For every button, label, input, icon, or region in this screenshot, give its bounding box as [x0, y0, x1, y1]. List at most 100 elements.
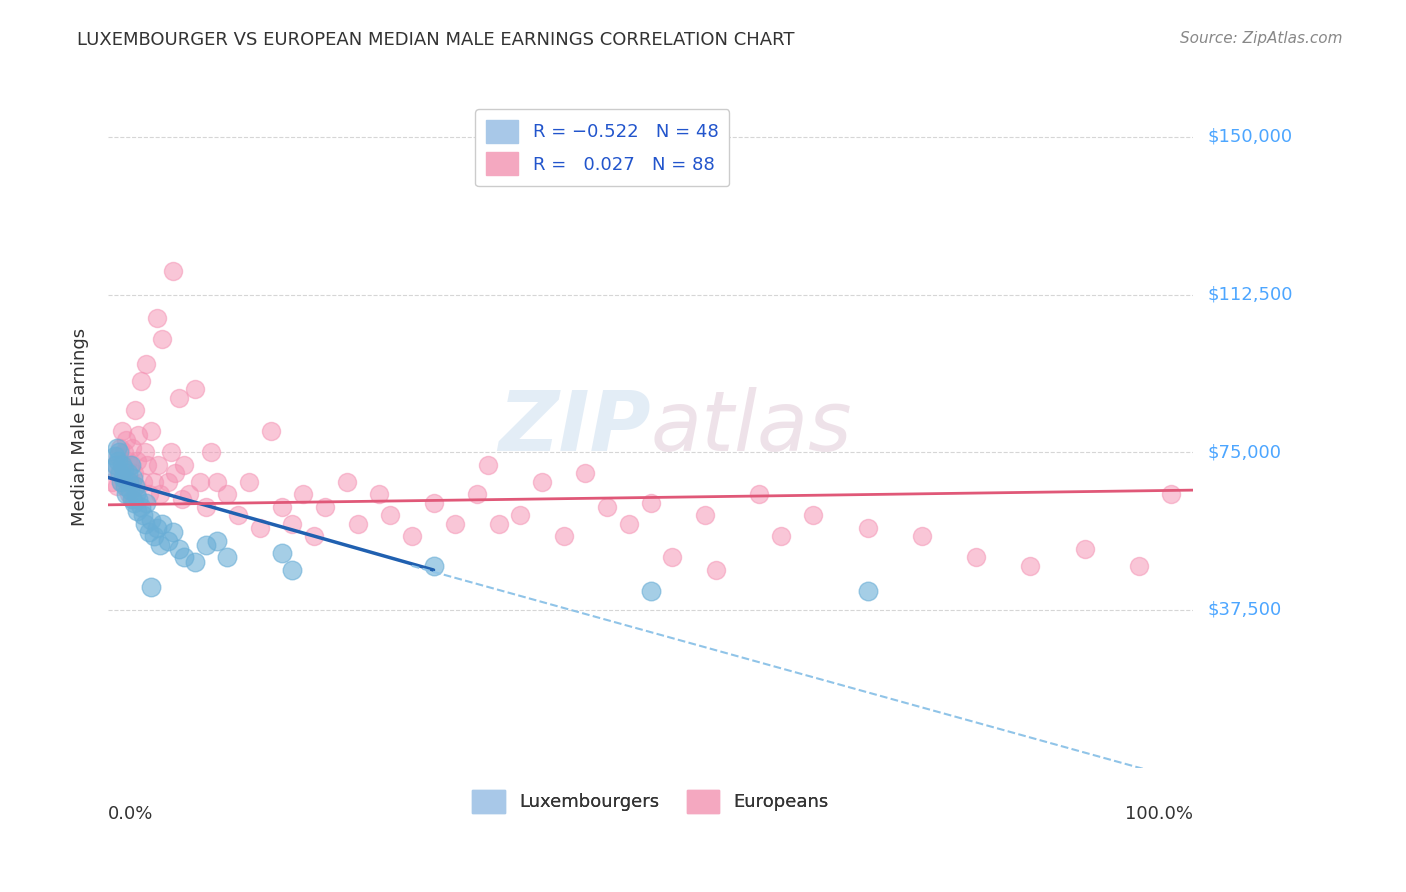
Point — [121, 441, 143, 455]
Text: Source: ZipAtlas.com: Source: ZipAtlas.com — [1180, 31, 1343, 46]
Point — [170, 491, 193, 506]
Y-axis label: Median Male Earnings: Median Male Earnings — [72, 328, 89, 526]
Point — [127, 504, 149, 518]
Point — [911, 529, 934, 543]
Point — [120, 458, 142, 472]
Point — [141, 424, 163, 438]
Point — [217, 550, 239, 565]
Point — [574, 467, 596, 481]
Point — [112, 458, 135, 472]
Point — [118, 483, 141, 497]
Point — [118, 458, 141, 472]
Point — [129, 500, 152, 514]
Point — [422, 496, 444, 510]
Point — [150, 332, 173, 346]
Point — [146, 521, 169, 535]
Point — [122, 491, 145, 506]
Point — [314, 500, 336, 514]
Point — [125, 487, 148, 501]
Point — [124, 403, 146, 417]
Text: $37,500: $37,500 — [1208, 601, 1281, 619]
Point — [105, 441, 128, 455]
Point — [302, 529, 325, 543]
Point — [122, 470, 145, 484]
Point — [509, 508, 531, 523]
Point — [107, 450, 129, 464]
Point — [444, 516, 467, 531]
Point — [640, 584, 662, 599]
Point — [138, 487, 160, 501]
Point — [281, 563, 304, 577]
Point — [200, 445, 222, 459]
Point — [640, 496, 662, 510]
Point — [142, 475, 165, 489]
Point — [165, 467, 187, 481]
Point — [111, 424, 134, 438]
Point — [378, 508, 401, 523]
Point — [238, 475, 260, 489]
Point — [108, 445, 131, 459]
Point — [112, 462, 135, 476]
Point — [336, 475, 359, 489]
Text: $75,000: $75,000 — [1208, 443, 1281, 461]
Point — [173, 458, 195, 472]
Text: $112,500: $112,500 — [1208, 285, 1292, 303]
Point — [167, 391, 190, 405]
Point — [124, 479, 146, 493]
Point — [661, 550, 683, 565]
Point — [194, 538, 217, 552]
Point — [103, 458, 125, 472]
Point — [553, 529, 575, 543]
Point — [617, 516, 640, 531]
Point — [270, 546, 292, 560]
Point — [179, 487, 201, 501]
Point — [108, 441, 131, 455]
Point — [693, 508, 716, 523]
Point — [531, 475, 554, 489]
Point — [129, 374, 152, 388]
Point — [249, 521, 271, 535]
Text: atlas: atlas — [651, 386, 852, 467]
Point — [135, 357, 157, 371]
Point — [150, 516, 173, 531]
Point — [477, 458, 499, 472]
Text: $150,000: $150,000 — [1208, 128, 1292, 145]
Point — [103, 450, 125, 464]
Point — [127, 491, 149, 506]
Point — [127, 453, 149, 467]
Point — [122, 496, 145, 510]
Point — [465, 487, 488, 501]
Point — [260, 424, 283, 438]
Point — [127, 428, 149, 442]
Point — [115, 487, 138, 501]
Point — [117, 453, 139, 467]
Point — [167, 541, 190, 556]
Point — [401, 529, 423, 543]
Point — [142, 529, 165, 543]
Point — [205, 533, 228, 548]
Point — [141, 512, 163, 526]
Point — [149, 538, 172, 552]
Point — [112, 445, 135, 459]
Point — [111, 458, 134, 472]
Point — [856, 521, 879, 535]
Point — [141, 580, 163, 594]
Point — [101, 462, 124, 476]
Point — [121, 491, 143, 506]
Point — [146, 458, 169, 472]
Point — [156, 533, 179, 548]
Point — [105, 479, 128, 493]
Point — [281, 516, 304, 531]
Point — [769, 529, 792, 543]
Point — [108, 467, 131, 481]
Point — [346, 516, 368, 531]
Point — [107, 453, 129, 467]
Point — [1073, 541, 1095, 556]
Text: 100.0%: 100.0% — [1125, 805, 1194, 823]
Point — [1160, 487, 1182, 501]
Point — [217, 487, 239, 501]
Point — [194, 500, 217, 514]
Point — [226, 508, 249, 523]
Point — [488, 516, 510, 531]
Point — [173, 550, 195, 565]
